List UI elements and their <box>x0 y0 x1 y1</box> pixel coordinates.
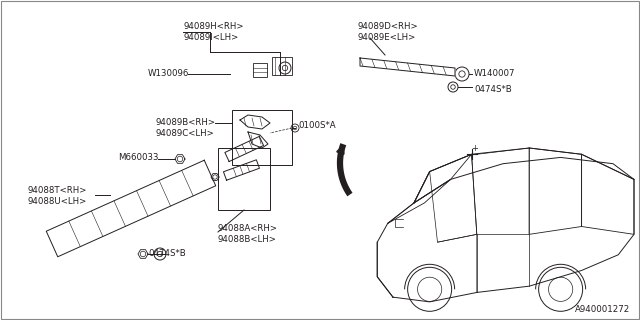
Text: W140007: W140007 <box>474 68 515 77</box>
Text: A940001272: A940001272 <box>575 305 630 314</box>
Text: +: + <box>471 144 478 153</box>
Text: W130096: W130096 <box>148 68 189 77</box>
Text: 94088A<RH>
94088B<LH>: 94088A<RH> 94088B<LH> <box>218 224 278 244</box>
Text: 0474S*B: 0474S*B <box>474 84 512 93</box>
Bar <box>253 63 267 77</box>
Text: 0474S*B: 0474S*B <box>148 249 186 258</box>
Text: 94088T<RH>
94088U<LH>: 94088T<RH> 94088U<LH> <box>28 186 88 206</box>
Text: M660033: M660033 <box>118 154 159 163</box>
Bar <box>232 110 292 165</box>
Text: 94089H<RH>
94089I<LH>: 94089H<RH> 94089I<LH> <box>183 22 243 42</box>
Text: 0100S*A: 0100S*A <box>298 122 335 131</box>
Bar <box>272 57 292 75</box>
Polygon shape <box>360 58 455 76</box>
Bar <box>218 148 270 210</box>
Text: 94089D<RH>
94089E<LH>: 94089D<RH> 94089E<LH> <box>357 22 418 42</box>
Text: 94089B<RH>
94089C<LH>: 94089B<RH> 94089C<LH> <box>155 118 215 138</box>
